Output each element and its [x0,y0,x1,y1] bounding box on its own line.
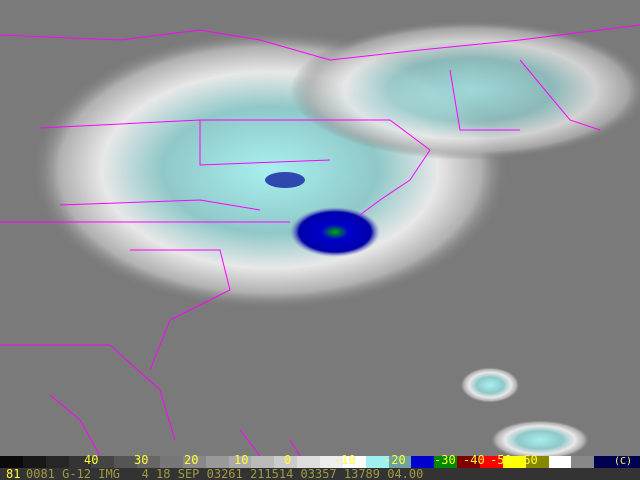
scale-label: 40 [84,453,99,467]
scale-label: -40 [463,453,485,467]
scale-label: -30 [434,453,456,467]
scale-label: -20 [384,453,406,467]
temperature-color-scale [0,456,640,468]
image-info-bar: 81 0081 G-12 IMG 4 18 SEP 03261 211514 0… [0,468,640,480]
cloud-cluster [460,367,520,403]
political-boundaries [0,24,640,456]
scale-label: 10 [234,453,249,467]
scale-label: 20 [184,453,199,467]
scale-label: 30 [134,453,149,467]
satellite-image [0,20,640,456]
scale-label: -10 [334,453,356,467]
scale-label: -50 [490,453,512,467]
image-metadata: 0081 G-12 IMG 4 18 SEP 03261 211514 0335… [26,467,424,480]
scale-units: (C) [614,456,633,467]
northern-cloud-band [290,20,640,160]
cloud-cluster [490,420,590,456]
cold-cloud-tops [265,172,305,188]
scale-label: 0 [284,453,292,467]
hurricane-core [290,207,380,257]
frame-number: 81 [6,467,21,480]
scale-label: -60 [516,453,538,467]
